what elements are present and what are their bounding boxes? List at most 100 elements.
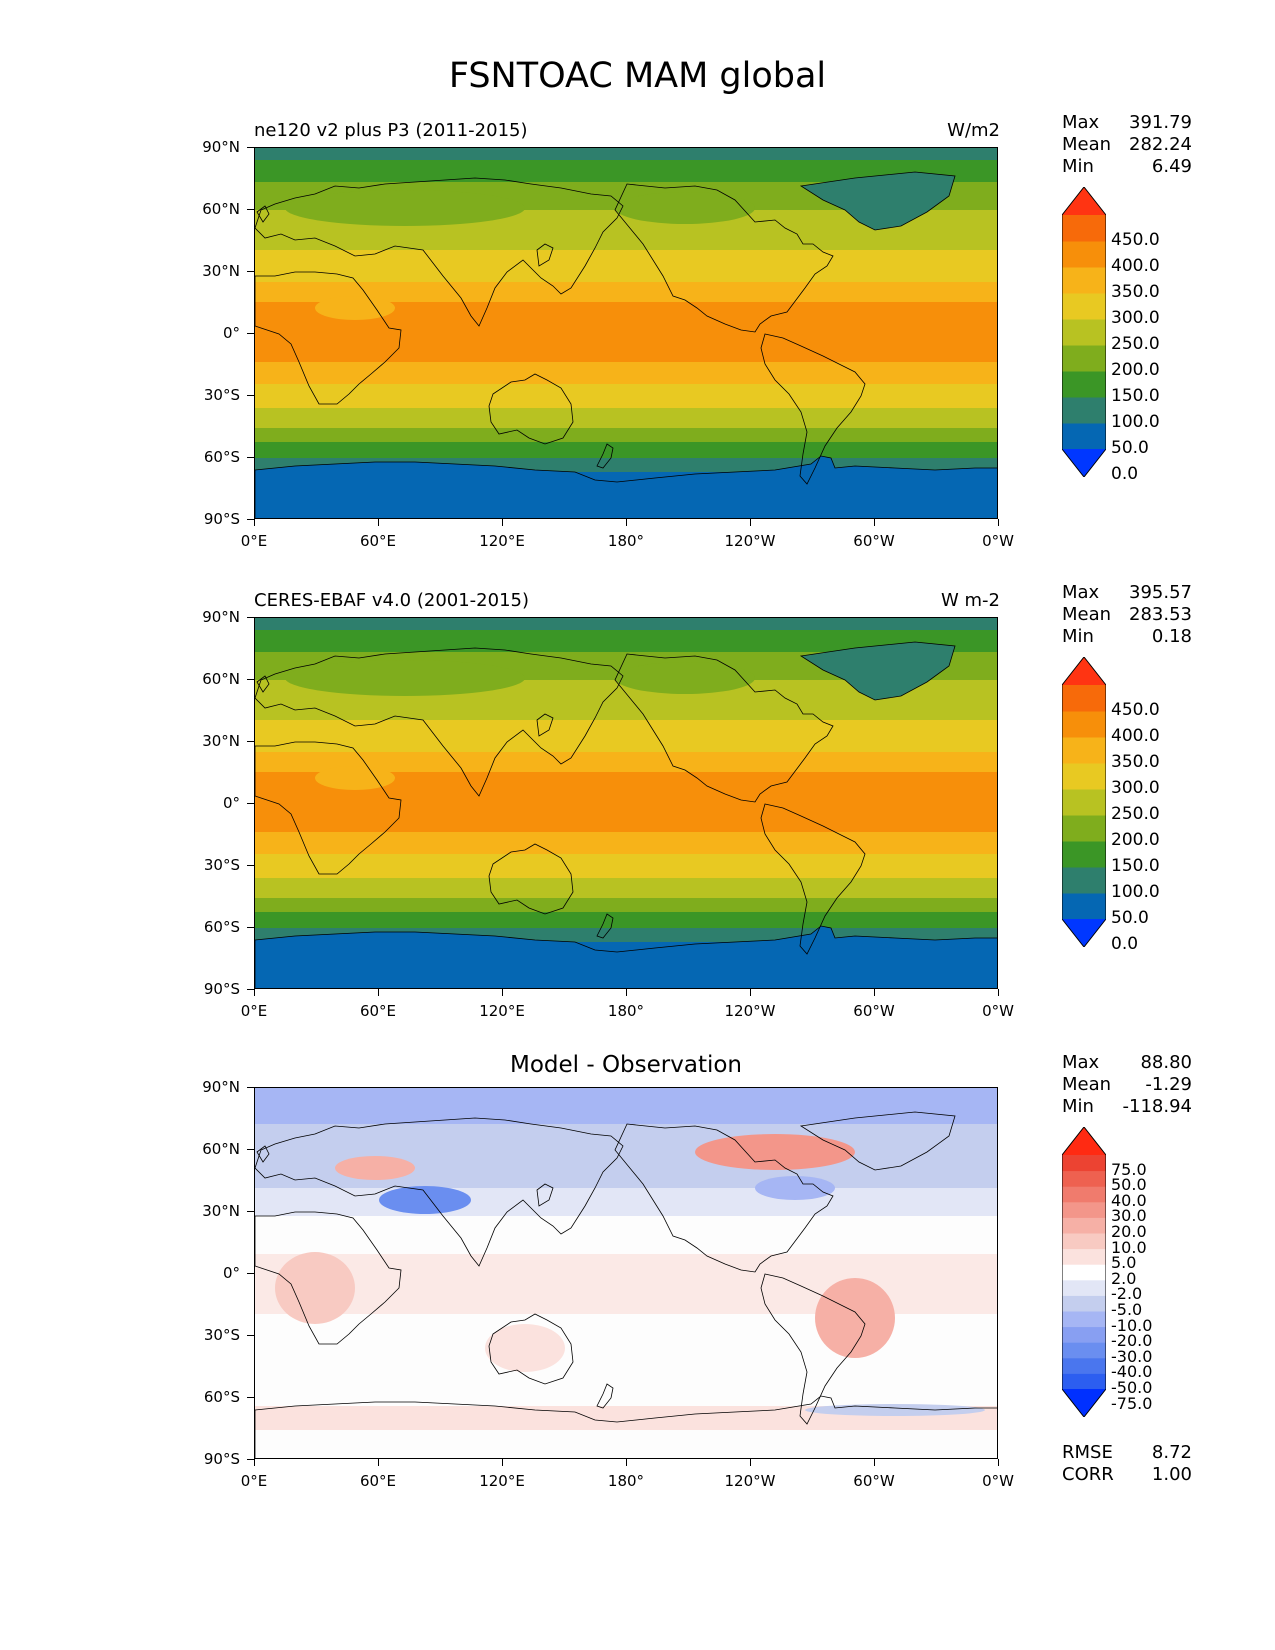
greenland-fill <box>801 172 955 230</box>
colorbar-segment <box>1062 1311 1106 1328</box>
lat-tick-label: 30°S <box>203 386 240 404</box>
colorbar-tick-label: 150.0 <box>1111 386 1160 406</box>
stat-label: Min <box>1062 626 1094 647</box>
colorbar-tick-label: -75.0 <box>1111 1393 1153 1413</box>
lat-tick <box>247 1459 254 1460</box>
coastline-antarctica <box>255 1395 997 1458</box>
lat-tick <box>247 1087 254 1088</box>
colorbar-segment <box>1062 789 1106 816</box>
stat-label: Mean <box>1062 604 1112 625</box>
lon-tick <box>254 1459 255 1466</box>
lat-tick-label: 90°N <box>202 1078 240 1096</box>
antarctica-fill <box>255 456 997 518</box>
lon-tick-label: 0°E <box>240 1472 268 1490</box>
lon-tick <box>378 989 379 996</box>
colorbar-tick-label: 150.0 <box>1111 856 1160 876</box>
colorbar-tick-label: 30.0 <box>1111 1206 1147 1226</box>
lat-tick <box>247 989 254 990</box>
coastline-eurasia <box>255 647 624 797</box>
colorbar-tick-label: 300.0 <box>1111 308 1160 328</box>
lat-tick <box>247 741 254 742</box>
lon-tick-label: 0°W <box>982 1472 1014 1490</box>
colorbar-tick-label: 75.0 <box>1111 1159 1147 1179</box>
lat-tick-label: 30°S <box>203 856 240 874</box>
coastline-uk <box>256 1145 270 1163</box>
coastline-greenland <box>799 641 956 701</box>
colorbar-tick-label: 50.0 <box>1111 1175 1147 1195</box>
colorbar-tick-label: 100.0 <box>1111 882 1160 902</box>
colorbar-segment <box>1062 215 1106 242</box>
lat-tick <box>247 803 254 804</box>
lat-tick <box>247 333 254 334</box>
colorbar-tick-label: 200.0 <box>1111 830 1160 850</box>
colorbar-segment <box>1062 867 1106 894</box>
lon-tick <box>626 519 627 526</box>
lat-tick <box>247 457 254 458</box>
colorbar-extend-min <box>1062 1389 1106 1417</box>
lon-tick <box>750 519 751 526</box>
lat-tick-label: 90°S <box>203 980 240 998</box>
samerica-patch <box>815 1278 895 1358</box>
map-band <box>255 160 997 182</box>
stat-value: -118.94 <box>1122 1096 1192 1117</box>
lon-tick <box>254 989 255 996</box>
map-band <box>255 442 997 458</box>
america-patch <box>615 662 755 694</box>
lon-tick-label: 0°W <box>982 1002 1014 1020</box>
colorbar-segment <box>1062 841 1106 868</box>
lat-tick-label: 0° <box>222 1264 240 1282</box>
colorbar-extend-max <box>1062 187 1106 215</box>
panel-left-title: CERES-EBAF v4.0 (2001-2015) <box>254 590 530 611</box>
lat-tick-label: 90°S <box>203 1450 240 1468</box>
stat-value: 0.18 <box>1151 626 1192 647</box>
map-band <box>255 720 997 752</box>
lon-tick-label: 120°E <box>479 1002 525 1020</box>
metric-label: RMSE <box>1062 1442 1113 1463</box>
africa-patch <box>275 1252 355 1324</box>
coastline-antarctica <box>255 925 997 988</box>
stat-value: 391.79 <box>1129 112 1192 133</box>
tibet-patch <box>379 1186 471 1214</box>
map-band <box>255 148 997 160</box>
lat-tick-label: 30°N <box>202 262 240 280</box>
colorbar-segment <box>1062 423 1106 450</box>
coastline-greenland <box>799 171 956 231</box>
colorbar-tick-label: 200.0 <box>1111 360 1160 380</box>
colorbar-tick-label: 100.0 <box>1111 412 1160 432</box>
stat-label: Max <box>1062 112 1100 133</box>
lat-tick <box>247 865 254 866</box>
stat-value: 283.53 <box>1129 604 1192 625</box>
coastline-eurasia <box>255 177 624 327</box>
africa-patch <box>315 766 395 790</box>
lat-tick <box>247 1335 254 1336</box>
colorbar-tick-label: 400.0 <box>1111 726 1160 746</box>
lat-tick <box>247 147 254 148</box>
stat-value: -1.29 <box>1145 1074 1192 1095</box>
coastline-africa <box>255 271 402 405</box>
colorbar-segment <box>1062 319 1106 346</box>
metric-value: 8.72 <box>1151 1442 1192 1463</box>
map-model <box>254 147 998 519</box>
stat-label: Min <box>1062 156 1094 177</box>
map-band <box>255 282 997 302</box>
map-observation <box>254 617 998 989</box>
lat-tick <box>247 1211 254 1212</box>
eurasia-patch <box>285 190 525 226</box>
stat-value: 6.49 <box>1151 156 1192 177</box>
lat-tick-label: 60°N <box>202 200 240 218</box>
colorbar-segment <box>1062 1248 1106 1265</box>
stat-value: 282.24 <box>1129 134 1192 155</box>
coastline-eurasia <box>255 1117 624 1267</box>
coastline-australia <box>488 843 574 915</box>
greenland-fill <box>801 642 955 700</box>
lat-tick-label: 30°S <box>203 1326 240 1344</box>
map-field <box>255 148 997 518</box>
coastline-nz <box>596 913 614 939</box>
colorbar-tick-label: 450.0 <box>1111 230 1160 250</box>
map-band <box>255 898 997 912</box>
colorbar-segment <box>1062 1279 1106 1296</box>
lat-tick-label: 90°S <box>203 510 240 528</box>
coastline-uk <box>256 205 270 223</box>
lat-tick-label: 0° <box>222 794 240 812</box>
colorbar-extend-max <box>1062 657 1106 685</box>
